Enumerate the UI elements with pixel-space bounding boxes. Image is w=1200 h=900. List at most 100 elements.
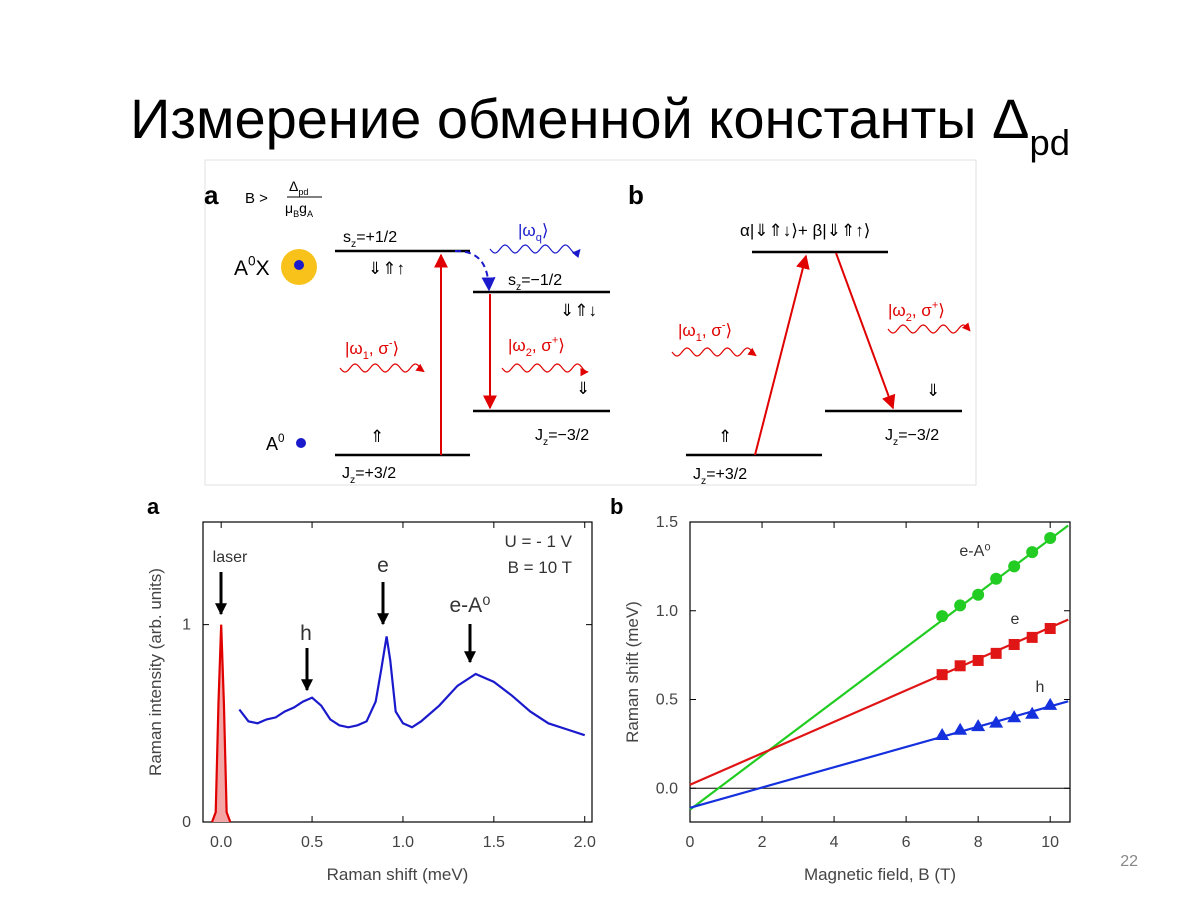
photon-label-part: - (722, 319, 726, 331)
level-label: Jz=−3/2 (885, 427, 939, 448)
photon-label-part: , σ (369, 339, 389, 358)
photon-label-part: + (932, 299, 938, 311)
peak-label: h (300, 622, 312, 645)
photon-label-part: |ω (508, 336, 526, 355)
photon-label: |ωq⟩ (518, 221, 549, 244)
condition-numerator-part: pd (298, 187, 308, 197)
spectrum-line (211, 624, 232, 823)
point (972, 588, 985, 601)
spin-label-part: ⇑ (718, 427, 732, 446)
plot-area (689, 524, 1069, 811)
condition-numerator: Δpd (289, 178, 308, 197)
photon-label-part: 2 (526, 347, 532, 359)
diagram-frame (204, 159, 977, 486)
spin-label: ⇓⇑↓ (560, 301, 597, 320)
peak-label: e (377, 554, 389, 577)
condition-label: U = - 1 V (504, 532, 572, 551)
spin-label-part: ⇓ (926, 381, 940, 400)
panel-label: a (147, 494, 160, 519)
y-tick-label: 0.0 (656, 780, 678, 797)
spin-label-part: ⇑ (370, 427, 384, 446)
spin-label-part: ⇓ (576, 379, 590, 398)
photon-label-part: 1 (696, 332, 702, 344)
level-label-part: =+3/2 (355, 465, 396, 482)
fit-line (689, 524, 1069, 811)
point (971, 719, 986, 732)
point (989, 715, 1004, 728)
photon-label-part: , σ (912, 301, 932, 320)
relaxation-arrow (454, 250, 496, 292)
point (1026, 546, 1039, 559)
level-label-part: z (893, 437, 898, 448)
slide-title: Измерение обменной константы Δpd (130, 87, 1070, 163)
level-label-part: J (693, 466, 701, 483)
y-axis-label: Raman shift (meV) (623, 601, 642, 743)
level-label-part: =+3/2 (706, 466, 747, 483)
photon-label-part: |ω (888, 301, 906, 320)
point (953, 722, 968, 735)
acceptor-label-part: A (266, 434, 278, 454)
photon-label-part: + (552, 334, 558, 346)
condition-part: B > (245, 190, 268, 207)
level-label-part: s (343, 229, 351, 246)
level-label-part: =+1/2 (356, 229, 397, 246)
level-label-part: J (342, 465, 350, 482)
series-label: h (1036, 679, 1045, 696)
acceptor-label: A0 (266, 432, 285, 454)
y-tick-label: 1.5 (656, 514, 678, 531)
point (1008, 560, 1021, 573)
photon-label-part: 1 (363, 350, 369, 362)
fit-line (689, 700, 1069, 809)
level-label-part: =−1/2 (521, 272, 562, 289)
acceptor-dot (296, 438, 306, 448)
exciton-label: A0X (234, 254, 270, 280)
exciton-label-part: X (256, 257, 270, 280)
spin-label: ⇓ (576, 379, 590, 398)
level-label: sz=+1/2 (343, 229, 397, 250)
transition-arrow (835, 252, 896, 410)
photon-wave (339, 363, 425, 373)
plot-frame (689, 521, 1071, 823)
photon-label-part: - (389, 337, 393, 349)
photon-label-part: ⟩ (393, 339, 400, 358)
point (972, 654, 984, 666)
level-label-part: z (350, 475, 355, 486)
panel-label: b (628, 180, 644, 210)
level-label-part: s (508, 272, 516, 289)
photon-wave (887, 322, 971, 334)
photon-label: |ω2, σ+⟩ (508, 334, 565, 359)
x-tick-label: 0.5 (301, 834, 323, 851)
series-label: e-A⁰ (959, 543, 990, 560)
level-label-part: z (516, 282, 521, 293)
level-label-part: J (535, 427, 543, 444)
photon-wave (489, 244, 581, 259)
x-tick-label: 1.0 (392, 834, 414, 851)
state-label: α|⇓⇑↓⟩+ β|⇓⇑↑⟩ (740, 221, 870, 240)
photon-label-part: |ω (678, 321, 696, 340)
diagram-shapes (281, 196, 962, 457)
photon-label-part: |ω (345, 339, 363, 358)
point (954, 660, 966, 672)
level-label-part: z (543, 437, 548, 448)
photon-label-part: 2 (906, 312, 912, 324)
peak-label: laser (213, 549, 248, 566)
spin-label: ⇑ (370, 427, 384, 446)
photon-label-part: |ω (518, 221, 536, 240)
y-tick-label: 0 (182, 814, 191, 831)
point (935, 728, 950, 741)
condition: B > (245, 190, 268, 207)
condition-denominator-part: A (307, 209, 314, 219)
condition-denominator-part: g (299, 200, 307, 216)
slide-number: 22 (1120, 853, 1138, 870)
plot-area (211, 624, 586, 823)
level-label-part: z (701, 476, 706, 487)
spin-label: ⇑ (718, 427, 732, 446)
exciton-label-part: 0 (248, 254, 256, 269)
photon-label-part: ⟩ (542, 221, 549, 240)
photon-wave (671, 347, 757, 357)
photon-label-part: , σ (532, 336, 552, 355)
spin-label-part: ⇓⇑↓ (560, 301, 597, 320)
level-label-part: =−3/2 (548, 427, 589, 444)
